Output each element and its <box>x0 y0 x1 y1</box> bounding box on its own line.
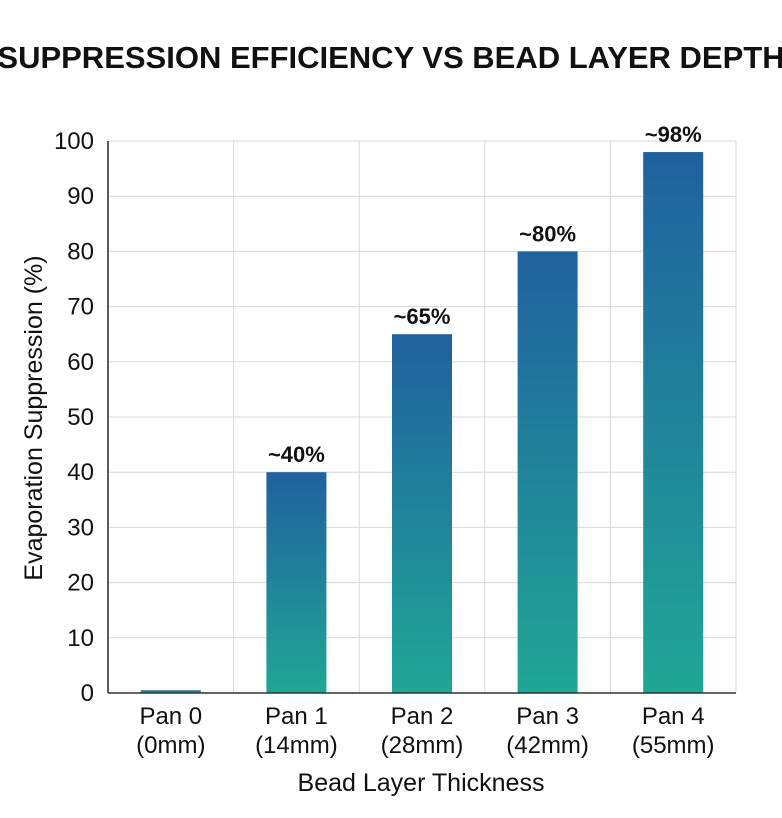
y-tick-label: 10 <box>67 625 94 652</box>
y-axis-label: Evaporation Suppression (%) <box>20 255 48 580</box>
axes <box>107 141 736 694</box>
data-label: ~98% <box>645 122 702 147</box>
x-tick-label-thickness: (42mm) <box>506 732 589 759</box>
x-axis-categories: Pan 0 (0mm) Pan 1 (14mm) Pan 2 (28mm) Pan 3 (42… <box>136 703 714 759</box>
bar <box>266 472 327 693</box>
data-label: ~80% <box>519 221 576 246</box>
bars <box>140 152 704 694</box>
bar <box>392 334 452 693</box>
bar <box>517 251 578 693</box>
x-tick-label-name: Pan 1 <box>265 703 328 730</box>
x-tick-label-name: Pan 0 <box>139 703 202 730</box>
x-tick-label: Pan 1 (14mm) <box>255 703 338 759</box>
x-tick-label-thickness: (55mm) <box>632 732 715 759</box>
y-axis-ticks: 0 10 20 30 40 50 60 70 80 90 100 <box>54 128 94 707</box>
y-tick-label: 0 <box>81 680 94 707</box>
x-tick-label: Pan 2 (28mm) <box>381 703 464 759</box>
data-label: ~65% <box>394 304 451 329</box>
x-tick-label: Pan 3 (42mm) <box>506 703 589 759</box>
x-axis-label: Bead Layer Thickness <box>298 769 545 797</box>
y-tick-label: 70 <box>67 294 94 321</box>
data-labels: ~40% ~65% ~80% ~98% <box>268 122 702 467</box>
y-tick-label: 40 <box>67 459 94 486</box>
y-tick-label: 90 <box>67 183 94 210</box>
y-tick-label: 100 <box>54 128 94 155</box>
chart-title: SUPPRESSION EFFICIENCY VS BEAD LAYER DEP… <box>0 40 782 75</box>
y-tick-label: 60 <box>67 349 94 376</box>
data-label: ~40% <box>268 442 325 467</box>
x-tick-label-thickness: (14mm) <box>255 732 338 759</box>
bar <box>140 690 201 693</box>
y-tick-label: 30 <box>67 514 94 541</box>
x-tick-label-name: Pan 4 <box>642 703 705 730</box>
y-tick-label: 80 <box>67 238 94 265</box>
x-tick-label-thickness: (28mm) <box>381 732 464 759</box>
x-tick-label-name: Pan 3 <box>516 703 579 730</box>
y-tick-label: 50 <box>67 404 94 431</box>
x-tick-label: Pan 4 (55mm) <box>632 703 715 759</box>
x-tick-label: Pan 0 (0mm) <box>136 703 205 759</box>
bar <box>643 152 704 694</box>
x-tick-label-thickness: (0mm) <box>136 732 205 759</box>
y-tick-label: 20 <box>67 570 94 597</box>
x-tick-label-name: Pan 2 <box>391 703 454 730</box>
